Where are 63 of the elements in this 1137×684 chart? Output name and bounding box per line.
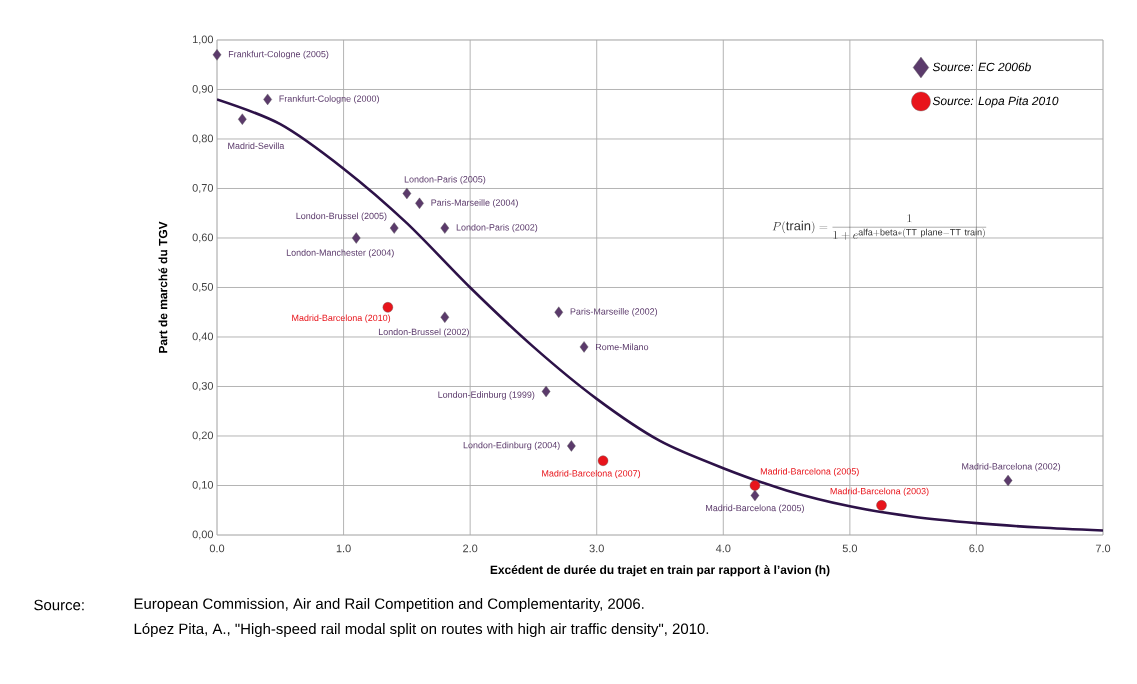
point — [440, 222, 450, 234]
point — [579, 341, 589, 353]
y-axis-title: Part de marché du TGV — [158, 221, 168, 353]
point — [876, 500, 887, 511]
annotation: Madrid-Barcelona (2010) — [292, 314, 391, 323]
legend-label: Source: Lopa Pita 2010 — [932, 96, 1059, 108]
annotation: Rome-Milano — [595, 343, 649, 351]
x-tick-label: 7.0 — [1095, 544, 1111, 553]
annotation: Frankfurt-Cologne (2000) — [279, 95, 379, 104]
point — [382, 302, 394, 313]
x-tick-label: 1.0 — [336, 544, 351, 553]
y-tick-label: 0,20 — [192, 431, 214, 441]
point — [237, 113, 247, 125]
y-tick-label: 0,40 — [192, 332, 214, 342]
point — [440, 311, 450, 323]
x-tick-label: 5.0 — [842, 544, 858, 553]
point — [541, 385, 551, 398]
x-tick-label: 2.0 — [463, 544, 478, 553]
point — [554, 306, 564, 318]
point — [750, 489, 760, 502]
point — [212, 49, 222, 61]
annotation: Paris-Marseille (2004) — [431, 199, 518, 208]
annotation: London-Brussel (2005) — [296, 212, 387, 221]
y-tick-label: 0,80 — [192, 134, 214, 144]
text: European Commission, Air and Rail Competition and Complementarity, 2006. — [134, 598, 644, 612]
x-tick-label: 4.0 — [715, 544, 731, 553]
point — [402, 187, 412, 200]
y-tick-label: 0,00 — [192, 530, 214, 540]
annotation: London-Brussel (2002) — [378, 328, 469, 337]
y-tick-label: 0,60 — [192, 233, 214, 243]
point — [567, 440, 576, 452]
annotation: Paris-Marseille (2002) — [570, 308, 658, 317]
y-tick-label: 0,50 — [192, 282, 214, 293]
annotation: Madrid-Barcelona (2007) — [542, 469, 641, 479]
point — [749, 480, 761, 491]
point — [597, 455, 609, 466]
legend-label: Source: EC 2006b — [932, 62, 1031, 72]
x-axis-title: Excédent de durée du trajet en train par rapport à l’avion (h) — [490, 565, 830, 577]
annotation: London-Edinburg (1999) — [438, 391, 535, 400]
annotation: London-Manchester (2004) — [286, 249, 394, 258]
x-tick-label: 6.0 — [969, 544, 984, 553]
annotation: $P(\mathrm{train}) = \frac{1}{1 + e^{\mathrm{alfa + beta{*}(TT\ plane - TT\ train)}}}$ — [772, 214, 987, 240]
y-tick-label: 0,10 — [192, 480, 214, 491]
annotation: Madrid-Barcelona (2003) — [830, 487, 929, 497]
y-tick-label: 1,00 — [192, 35, 214, 45]
annotation: London-Edinburg (2004) — [463, 441, 560, 451]
annotation: Frankfurt-Cologne (2005) — [228, 50, 329, 60]
x-tick-label: 3.0 — [589, 544, 604, 553]
annotation: London-Paris (2005) — [404, 175, 486, 185]
text: López Pita, A., "High-speed rail modal split on routes with high air traffic density", 2010. — [134, 622, 709, 638]
annotation: Madrid-Barcelona (2002) — [962, 462, 1061, 472]
y-tick-label: 0,30 — [192, 381, 214, 392]
point — [1003, 474, 1013, 487]
annotation: Madrid-Sevilla — [228, 142, 285, 149]
annotation: Madrid-Barcelona (2005) — [706, 504, 804, 513]
annotation: London-Paris (2002) — [456, 223, 538, 233]
point — [351, 232, 361, 244]
y-tick-label: 0,90 — [192, 84, 214, 95]
source-note: Source: — [34, 599, 84, 611]
point — [389, 222, 399, 234]
y-tick-label: 0,70 — [192, 183, 214, 194]
annotation: Madrid-Barcelona (2005) — [760, 467, 859, 477]
x-tick-label: 0.0 — [209, 544, 225, 553]
